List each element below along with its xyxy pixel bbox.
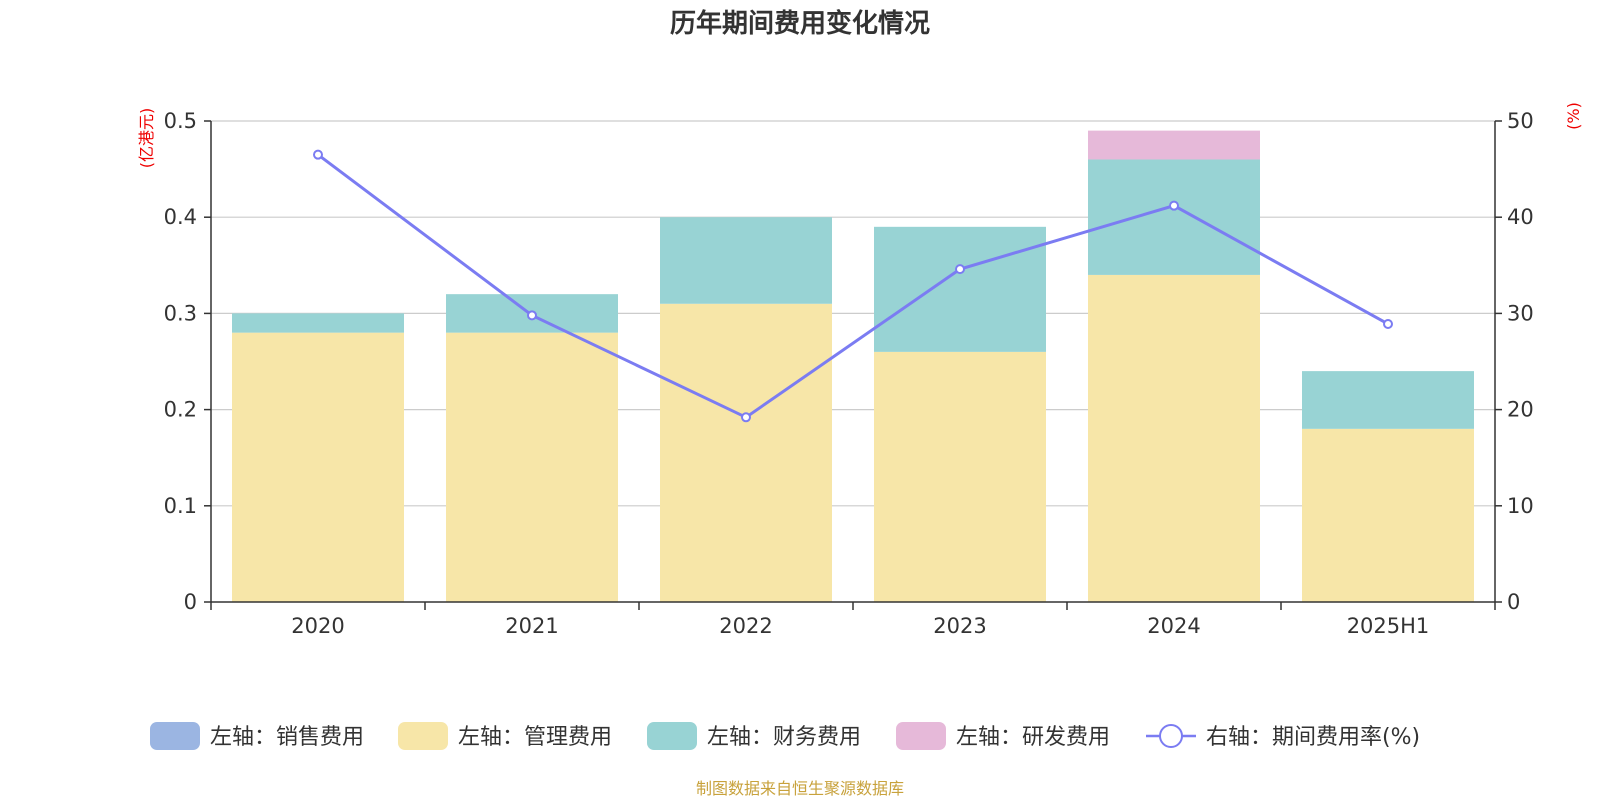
source-note: 制图数据来自恒生聚源数据库 (696, 779, 904, 798)
left-axis-tick-label: 0.2 (164, 398, 197, 422)
left-axis-tick-label: 0.5 (164, 109, 197, 133)
right-axis-tick-label: 10 (1507, 494, 1534, 518)
left-axis-tick-label: 0.4 (164, 205, 197, 229)
bar-segment (232, 332, 404, 602)
x-axis-tick-label: 2024 (1147, 614, 1200, 638)
x-axis-tick-label: 2025H1 (1347, 614, 1430, 638)
bar-segment (1088, 159, 1260, 275)
x-axis-tick-label: 2020 (291, 614, 344, 638)
x-axis-tick-label: 2021 (505, 614, 558, 638)
left-axis-tick-label: 0.1 (164, 494, 197, 518)
x-axis-tick-label: 2023 (933, 614, 986, 638)
bar-segment (874, 351, 1046, 602)
left-axis-unit: (亿港元) (137, 108, 156, 169)
rate-point (1383, 318, 1393, 329)
legend-marker (1159, 724, 1183, 748)
rate-line (313, 149, 1393, 423)
legend-label: 左轴：管理费用 (458, 725, 612, 750)
chart-title: 历年期间费用变化情况 (670, 8, 930, 39)
legend-label: 左轴：研发费用 (956, 725, 1110, 750)
right-axis-tick-label: 20 (1507, 398, 1534, 422)
bar-segment (1088, 274, 1260, 602)
bars (232, 130, 1474, 602)
legend-swatch (150, 722, 200, 750)
bar-segment (660, 217, 832, 304)
bar-segment (1302, 371, 1474, 429)
legend-swatch (896, 722, 946, 750)
legend: 左轴：销售费用 左轴：管理费用 左轴：财务费用 左轴：研发费用 右轴：期间费用率(%) (150, 722, 1420, 750)
axes: 0 0.1 0.2 0.3 0.4 0.5 0 10 20 30 40 50 2020 2021 2022 2… (164, 109, 1534, 638)
bar-segment (1088, 130, 1260, 160)
bar-segment (232, 313, 404, 333)
rate-point (527, 310, 537, 321)
rate-point (741, 412, 751, 423)
legend-swatch (398, 722, 448, 750)
left-axis-tick-label: 0.3 (164, 301, 197, 325)
right-axis-unit: (%) (1564, 102, 1583, 130)
legend-swatch (647, 722, 697, 750)
legend-label: 左轴：销售费用 (210, 725, 364, 750)
right-axis-tick-label: 0 (1507, 590, 1520, 614)
bar-segment (660, 303, 832, 602)
right-axis-tick-label: 50 (1507, 109, 1534, 133)
rate-point (313, 149, 323, 160)
rate-point (955, 264, 965, 275)
grid (211, 120, 1495, 507)
legend-label: 左轴：财务费用 (707, 725, 861, 750)
rate-line-path (317, 153, 1389, 420)
bar-segment (874, 226, 1046, 352)
right-axis-tick-label: 40 (1507, 205, 1534, 229)
bar-segment (1302, 428, 1474, 602)
left-axis-tick-label: 0 (184, 590, 197, 614)
rate-point (1169, 200, 1179, 211)
legend-label: 右轴：期间费用率(%) (1206, 725, 1420, 750)
right-axis-tick-label: 30 (1507, 301, 1534, 325)
bar-segment (446, 332, 618, 602)
x-axis-tick-label: 2022 (719, 614, 772, 638)
